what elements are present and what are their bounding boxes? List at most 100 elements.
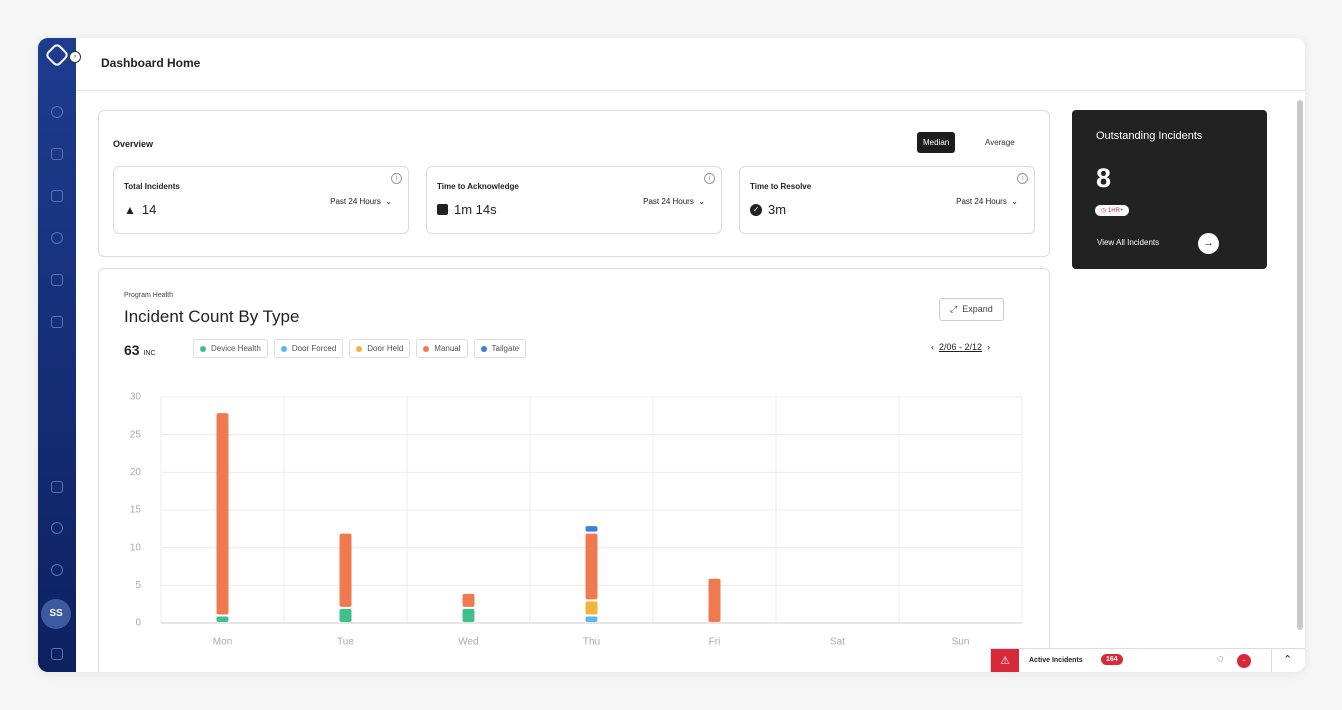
expand-text: Expand [962,304,993,314]
median-toggle[interactable]: Median [917,132,956,153]
legend-item[interactable]: Manual [416,339,468,358]
bar-segment [585,533,598,600]
legend-dot [423,345,430,352]
nav-icon[interactable] [51,232,63,244]
logo[interactable] [44,42,70,68]
divider [1271,649,1272,672]
legend-dot [480,345,487,352]
x-tick-label: Tue [337,637,354,648]
bar-segment [216,413,229,615]
toggle-label: Average [985,138,1015,147]
value-text: 1m 14s [454,202,497,217]
arrow-button[interactable]: → [1198,233,1219,254]
avatar[interactable]: SS [41,599,71,629]
bar-segment [585,616,598,622]
info-icon[interactable]: i [391,173,402,184]
nav-icon[interactable] [51,274,63,286]
legend-dot [356,345,363,352]
nav-icon[interactable] [51,316,63,328]
x-tick-label: Fri [709,637,721,648]
metric-value: 1m 14s [437,202,497,217]
x-tick-label: Sat [830,637,845,648]
metric-label: Time to Acknowledge [437,182,519,191]
legend-text: Manual [434,344,461,353]
y-tick-label: 30 [130,392,142,403]
legend: Device Health Door Forced Door Held Manual T… [193,339,527,358]
bar-segment [708,578,721,622]
info-icon[interactable]: i [1017,173,1028,184]
y-tick-label: 0 [135,618,141,629]
view-all-link[interactable]: View All Incidents [1097,238,1160,247]
period-select[interactable]: Past 24 Hours ⌄ [956,197,1018,206]
expand-button[interactable]: ⤢ Expand [939,298,1004,321]
metric-card[interactable]: i Total Incidents ▲ 14 Past 24 Hours ⌄ [113,166,409,234]
prev-button[interactable]: ‹ [931,342,934,352]
scrollbar[interactable] [1297,100,1303,630]
total-value: 63 [124,342,140,358]
nav-icon[interactable] [51,648,63,660]
legend-text: Door Held [367,344,404,353]
period-text: Past 24 Hours [643,197,694,206]
date-nav: ‹ 2/06 - 2/12 › [931,342,990,352]
legend-text: Tailgate [491,344,520,353]
nav-icon[interactable] [51,190,63,202]
info-icon[interactable]: i [704,173,715,184]
x-tick-label: Sun [952,637,970,648]
x-tick-label: Mon [213,637,232,648]
value-text: 14 [141,202,157,217]
metric-value: ▲ 14 [124,202,157,217]
y-tick-label: 10 [130,542,142,553]
outstanding-title: Outstanding Incidents [1096,130,1203,142]
metric-card[interactable]: i Time to Acknowledge 1m 14s Past 24 Hou… [426,166,722,234]
status-bar: ⚠ Active Incidents 164 ◌ - ⌃ [990,648,1305,672]
chart-subtitle: Program Health [124,292,174,299]
legend-text: Door Forced [291,344,337,353]
metric-label: Time to Resolve [750,182,812,191]
period-select[interactable]: Past 24 Hours ⌄ [643,197,705,206]
divider [76,90,1305,91]
outstanding-card: Outstanding Incidents 8 ◷ 1HR+ View All … [1072,110,1267,269]
collapse-button[interactable]: › [69,51,81,63]
total-unit: INC [143,350,156,357]
legend-item[interactable]: Door Held [349,339,411,358]
nav-icon[interactable] [51,522,63,534]
nav-icon[interactable] [51,481,63,493]
total-count: 63 INC [124,342,156,358]
period-select[interactable]: Past 24 Hours ⌄ [330,197,392,206]
legend-dot [280,345,287,352]
chart-title: Incident Count By Type [124,307,300,326]
chat-icon[interactable]: ◌ [1217,653,1224,665]
collapse-chevron[interactable]: ⌃ [1283,654,1293,666]
y-tick-label: 20 [130,467,142,478]
legend-item[interactable]: Device Health [193,339,268,358]
bar-segment [339,608,352,622]
chart-card: Program Health Incident Count By Type 63… [98,268,1050,672]
bar-segment [585,601,598,615]
legend-text: Device Health [211,344,261,353]
x-tick-label: Wed [458,637,478,648]
legend-item[interactable]: Door Forced [273,339,344,358]
x-tick-label: Thu [583,637,600,648]
metric-label: Total Incidents [124,182,180,191]
legend-item[interactable]: Tailgate [473,339,527,358]
y-tick-label: 15 [130,505,142,516]
chart: 0 5 10 15 20 25 30 Mon Tue Wed Thu Fri Sat Sun [130,392,1023,648]
bar-segment [462,593,475,607]
period-text: Past 24 Hours [956,197,1007,206]
bar-segment [216,616,229,622]
toggle-label: Median [923,138,950,147]
nav-icon[interactable] [51,148,63,160]
nav-icon[interactable] [51,564,63,576]
chat-badge: - [1237,654,1251,668]
age-badge: ◷ 1HR+ [1095,205,1130,216]
value-text: 3m [768,202,787,217]
badge-text: 1HR+ [1107,208,1124,214]
average-toggle[interactable]: Average [985,138,1015,147]
next-button[interactable]: › [987,342,991,352]
nav-icon[interactable] [51,106,63,118]
alert-icon[interactable]: ⚠ [991,649,1019,672]
active-label[interactable]: Active Incidents [1029,657,1083,664]
legend-dot [200,345,206,352]
metric-card[interactable]: i Time to Resolve ✓ 3m Past 24 Hours ⌄ [739,166,1035,234]
date-range[interactable]: 2/06 - 2/12 [939,342,983,352]
